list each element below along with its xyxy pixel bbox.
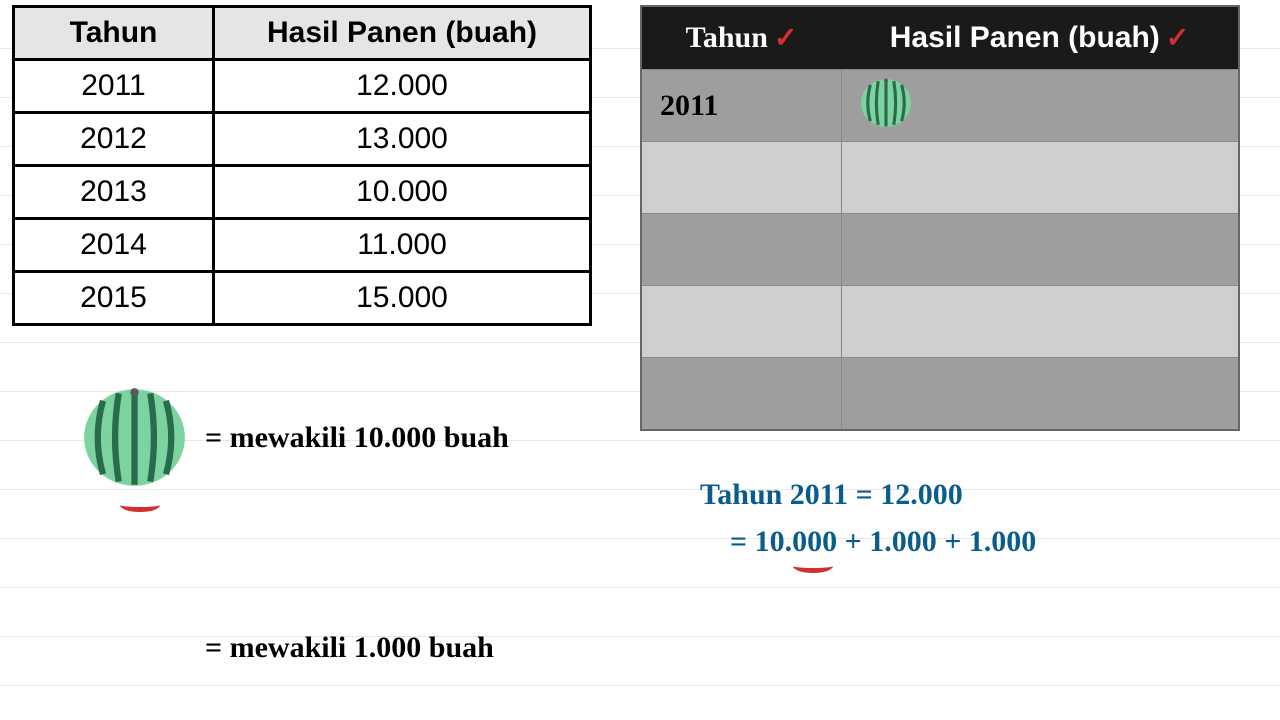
check-icon: ✓ [774, 23, 797, 54]
right-header-value: Hasil Panen (buah)✓ [841, 6, 1239, 70]
legend-full-melon: = mewakili 10.000 buah [82, 385, 509, 490]
left-header-value: Hasil Panen (buah) [214, 7, 591, 60]
watermelon-icon [860, 77, 912, 129]
table-row: 201310.000 [14, 166, 591, 219]
right-header-year: Tahun✓ [641, 6, 841, 70]
table-row: 201515.000 [14, 272, 591, 325]
calc-line-1: Tahun 2011 = 12.000 [700, 478, 963, 512]
table-row: 2011 [641, 70, 1239, 142]
red-underline [793, 559, 833, 573]
legend-full-label: = mewakili 10.000 buah [205, 421, 509, 455]
table-row: 201411.000 [14, 219, 591, 272]
table-row [641, 142, 1239, 214]
table-row [641, 358, 1239, 430]
watermelon-icon [82, 385, 187, 490]
right-pictogram-table: Tahun✓ Hasil Panen (buah)✓ 2011 [640, 5, 1240, 431]
legend-partial-label: = mewakili 1.000 buah [205, 631, 494, 665]
watermelon-partial-icon [82, 620, 187, 675]
table-row: 201112.000 [14, 60, 591, 113]
check-icon: ✓ [1166, 22, 1189, 53]
legend-partial-melon: = mewakili 1.000 buah [82, 620, 494, 675]
table-row [641, 286, 1239, 358]
calc-line-2: = 10.000 + 1.000 + 1.000 [730, 525, 1036, 559]
left-header-year: Tahun [14, 7, 214, 60]
left-data-table: Tahun Hasil Panen (buah) 201112.000 2012… [12, 5, 592, 326]
red-underline [120, 498, 160, 512]
table-row [641, 214, 1239, 286]
table-row: 201213.000 [14, 113, 591, 166]
